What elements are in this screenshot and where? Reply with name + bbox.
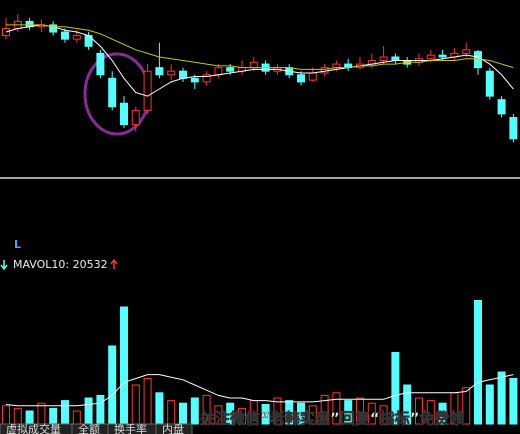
volume-bar	[190, 397, 199, 425]
volume-bar	[49, 407, 58, 425]
candle-body	[438, 54, 447, 58]
tab-label: 全额	[78, 422, 100, 434]
volume-bar	[261, 404, 270, 425]
candle-body	[497, 99, 506, 115]
candle-body	[226, 67, 235, 72]
candle-body	[379, 56, 388, 62]
volume-bar	[485, 384, 494, 425]
candle-body	[485, 70, 494, 97]
volume-bar	[238, 407, 246, 425]
volume-bar	[426, 400, 435, 425]
candle-body	[120, 102, 128, 126]
volume-bar	[379, 405, 388, 425]
volume-bar	[415, 397, 423, 425]
volume-bar	[202, 394, 211, 425]
candle-body	[167, 70, 176, 76]
volume-bar	[120, 306, 128, 425]
volume-bar	[155, 392, 164, 425]
candle-body	[61, 31, 69, 40]
volume-bar	[143, 378, 152, 425]
volume-bar	[462, 387, 471, 425]
volume-bar	[167, 400, 176, 425]
volume-bar	[84, 397, 93, 425]
volume-bar	[497, 371, 506, 425]
candle-body	[214, 67, 223, 76]
tab-label: 内盘	[162, 422, 184, 434]
candle-body	[131, 109, 140, 126]
volume-bar	[367, 402, 376, 425]
candle-body	[108, 77, 117, 108]
volume-bar	[226, 402, 235, 425]
volume-bar	[37, 402, 46, 425]
volume-bar	[403, 384, 412, 425]
candle-body	[155, 67, 164, 76]
volume-bar	[474, 300, 482, 425]
watermark: 关注微信“老韩实盘”回复“指标”免费领	[200, 410, 464, 428]
volume-bar	[214, 405, 223, 425]
volume-bar	[108, 345, 117, 425]
volume-bar	[131, 384, 140, 425]
indicator-title: MAVOL10: 20532	[13, 258, 108, 271]
volume-bar	[344, 400, 353, 425]
moving-average	[6, 24, 514, 70]
candle-body	[190, 77, 199, 83]
volume-bar	[308, 405, 317, 425]
candle-body	[391, 56, 400, 62]
candle-body	[202, 74, 211, 83]
candle-body	[49, 24, 58, 33]
volume-bar	[273, 397, 282, 425]
volume-bar	[332, 392, 341, 425]
up-arrow	[110, 258, 118, 269]
volume-bar	[356, 397, 364, 425]
candle-body	[297, 74, 305, 83]
volume-bar	[285, 400, 294, 425]
candle-body	[179, 70, 187, 79]
volume-bar	[13, 407, 22, 425]
volume-bar	[509, 378, 518, 425]
candle-body	[72, 35, 81, 40]
candle-body	[143, 70, 152, 111]
candle-body	[96, 52, 105, 76]
volume-bar	[96, 394, 105, 425]
tab-label: 虚拟成交量	[6, 422, 61, 434]
tab-label: 换手率	[114, 422, 147, 434]
tab	[155, 423, 193, 434]
candle-body	[308, 72, 317, 81]
volume-bar	[297, 402, 305, 425]
down-arrow	[0, 260, 8, 271]
candle-body	[320, 67, 329, 74]
tab-bar: 虚拟成交量 全额 换手率 内盘	[0, 422, 193, 434]
candle-body	[249, 61, 258, 69]
volume-bar	[61, 400, 69, 425]
candle-body	[509, 116, 518, 140]
volume-bar	[438, 402, 447, 425]
volume-bar	[320, 394, 329, 425]
volume-average	[5, 374, 514, 407]
candle-body	[332, 63, 341, 69]
volume-bar	[179, 402, 187, 425]
candle-body	[474, 51, 482, 69]
volume-bar	[2, 405, 10, 425]
candle-body	[426, 54, 435, 60]
candle-body	[462, 49, 471, 54]
volume-bar	[391, 352, 400, 425]
indicator-label: L	[14, 238, 21, 251]
